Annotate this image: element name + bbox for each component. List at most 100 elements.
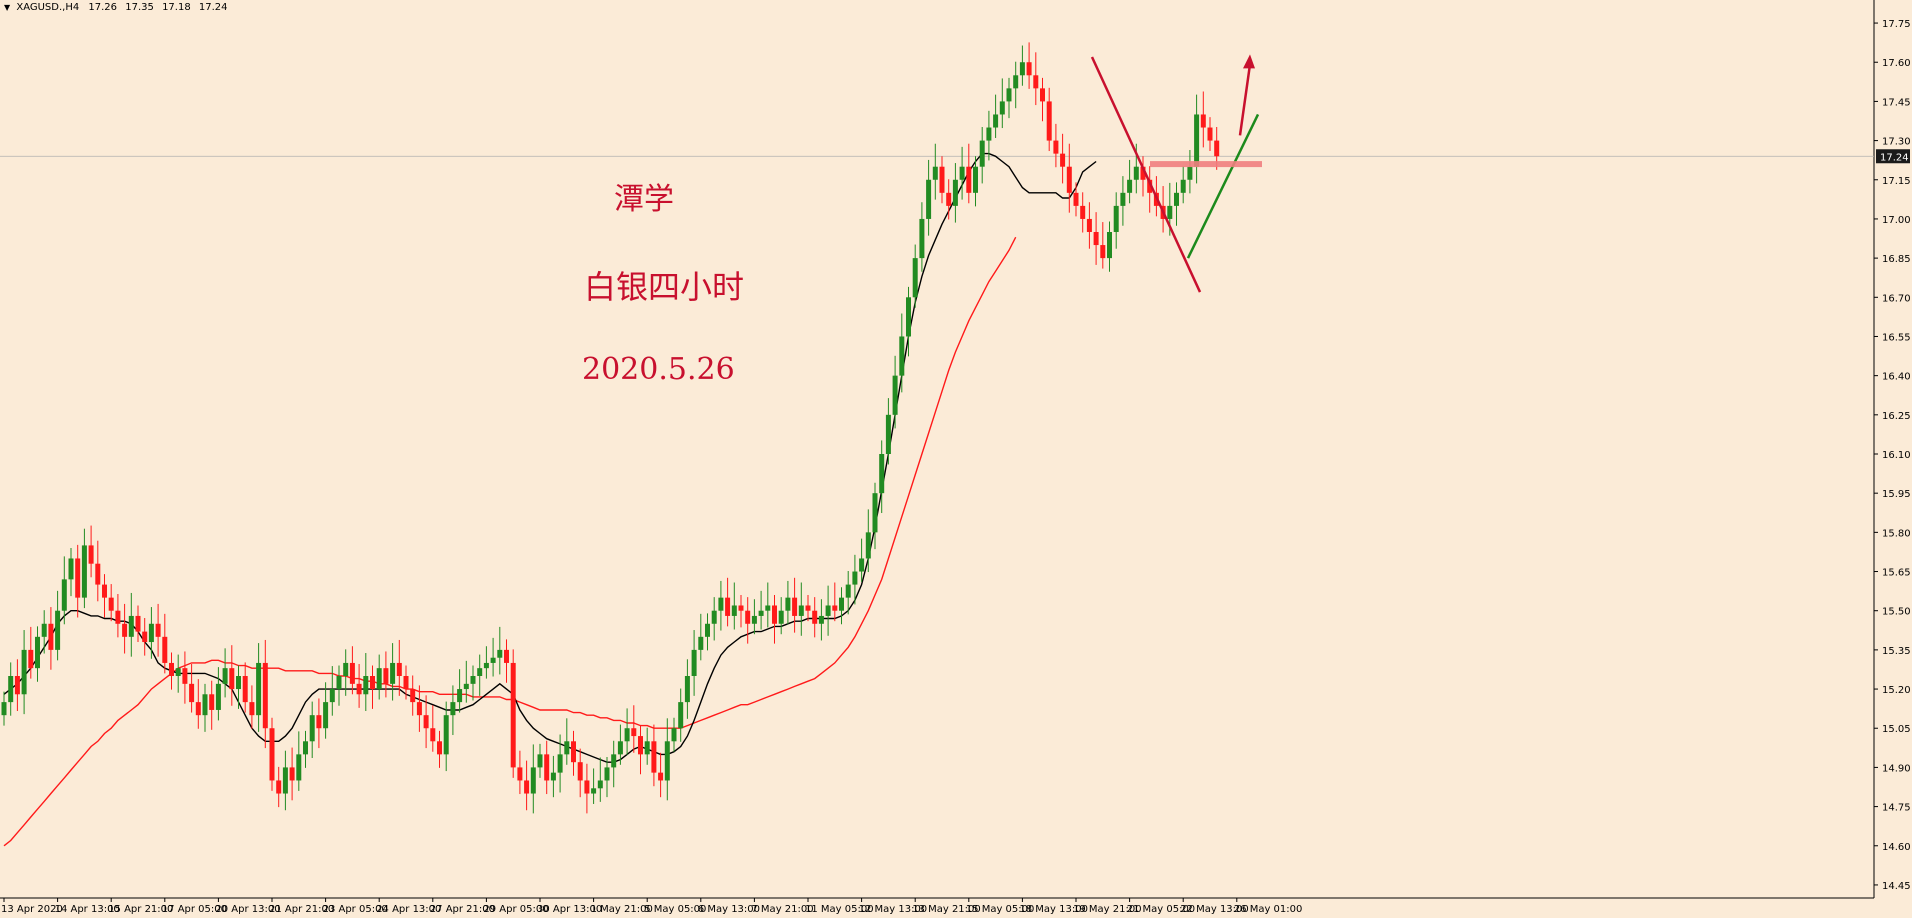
candle	[61, 556, 67, 625]
candle	[55, 590, 61, 661]
candle-body	[349, 662, 355, 684]
candle	[550, 755, 556, 798]
x-tick-label: 26 May 01:00	[1234, 904, 1303, 915]
candle-body	[671, 728, 677, 742]
candle-body	[28, 649, 34, 669]
candle	[108, 584, 114, 622]
candle-body	[1019, 62, 1025, 76]
candle	[256, 643, 262, 732]
candle	[1174, 182, 1179, 226]
candle-body	[839, 597, 844, 611]
candle-body	[571, 741, 576, 763]
candle	[155, 603, 161, 657]
candle-body	[75, 558, 81, 598]
current-price-tag	[1876, 149, 1910, 164]
ma-slow-line	[3, 236, 1017, 847]
candle	[490, 637, 496, 677]
candle	[919, 202, 925, 272]
candle-body	[1033, 75, 1039, 89]
close-value: 17.24	[198, 2, 228, 13]
candle	[1046, 87, 1052, 152]
high-value: 17.35	[125, 2, 154, 13]
x-tick-label: 12 May 13:00	[859, 904, 928, 915]
candle-body	[323, 702, 329, 729]
candle	[798, 582, 804, 636]
drawings	[1090, 54, 1262, 293]
y-tick-label: 15.95	[1882, 489, 1911, 500]
x-tick-label: 13 May 21:00	[912, 904, 981, 915]
candle	[249, 685, 255, 729]
candle	[832, 582, 838, 622]
candle	[1053, 123, 1059, 168]
candle	[564, 718, 570, 765]
candle	[725, 577, 731, 627]
candle-body	[155, 623, 161, 637]
candle-body	[437, 741, 442, 755]
candle-body	[463, 683, 469, 690]
candle-body	[490, 657, 496, 663]
candle	[872, 482, 878, 550]
candle-body	[410, 689, 416, 703]
candle-body	[912, 258, 918, 298]
candle-body	[644, 741, 650, 755]
y-tick-label: 14.45	[1882, 881, 1911, 892]
candle-body	[966, 166, 972, 193]
candle	[1080, 192, 1086, 233]
candle-body	[564, 741, 570, 755]
candle	[524, 760, 530, 811]
candle	[75, 544, 81, 618]
candle-body	[356, 683, 362, 695]
candle	[993, 94, 999, 138]
candle-body	[108, 597, 114, 611]
candle-body	[182, 668, 188, 684]
candle	[718, 580, 724, 631]
candle-body	[550, 772, 556, 781]
candle	[544, 740, 550, 795]
candle-body	[95, 563, 101, 585]
candle	[812, 597, 818, 638]
candle	[8, 662, 14, 716]
candle	[269, 717, 275, 791]
resistance-band	[1150, 161, 1262, 168]
candle-body	[370, 676, 375, 690]
y-tick-label: 15.65	[1882, 568, 1911, 579]
y-tick-label: 17.15	[1882, 176, 1911, 187]
candle	[175, 654, 181, 693]
candle	[135, 605, 141, 643]
candle	[403, 665, 409, 700]
candle	[363, 653, 369, 711]
candle-body	[812, 610, 818, 624]
axes	[0, 0, 1878, 902]
candle	[1006, 77, 1012, 119]
candle-body	[1100, 245, 1106, 259]
candle	[1086, 202, 1092, 249]
candle	[691, 630, 697, 696]
candle-body	[738, 605, 744, 611]
candle	[517, 750, 523, 795]
x-tick-label: 20 Apr 13:00	[215, 904, 280, 915]
candle-body	[577, 762, 583, 781]
y-tick-label: 14.75	[1882, 803, 1911, 814]
candle-body	[1194, 114, 1200, 167]
candle-body	[952, 179, 958, 206]
candle-body	[504, 649, 509, 663]
candle	[390, 643, 396, 701]
chart-menu-icon[interactable]: ▼	[4, 3, 11, 12]
candle-body	[664, 741, 670, 781]
candle	[946, 179, 952, 220]
candle	[758, 590, 764, 630]
candle	[1200, 91, 1206, 148]
candle-body	[1086, 218, 1092, 232]
candle-body	[1026, 62, 1032, 76]
ma-fast-line	[3, 152, 1097, 763]
candle-body	[222, 668, 228, 684]
candle	[825, 585, 831, 636]
candle-body	[845, 584, 851, 598]
candle-body	[35, 636, 40, 669]
candle	[705, 613, 710, 651]
candle-body	[705, 623, 710, 637]
candle	[396, 639, 402, 696]
candle	[169, 652, 174, 690]
